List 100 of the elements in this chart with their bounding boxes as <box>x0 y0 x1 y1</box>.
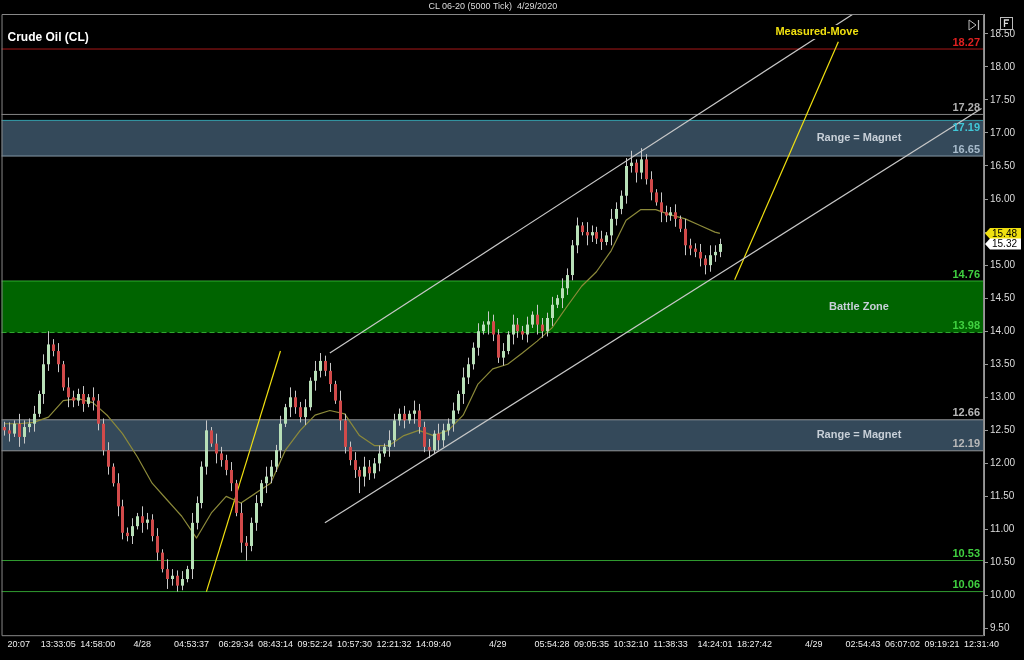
x-tick-label: 18:27:42 <box>736 639 772 650</box>
candlestick <box>275 444 278 473</box>
candlestick <box>699 243 702 267</box>
candlestick <box>176 569 179 593</box>
candlestick <box>418 403 421 435</box>
candlestick <box>561 277 564 309</box>
candlestick <box>8 421 11 443</box>
candlestick <box>674 203 677 228</box>
candlestick <box>324 355 327 377</box>
candlestick <box>630 150 633 174</box>
candlestick <box>467 357 470 385</box>
candlestick <box>576 217 579 254</box>
x-tick-label: 06:07:02 <box>885 639 921 650</box>
candlestick <box>334 380 337 405</box>
y-tick-label: 14.50 <box>990 291 1016 303</box>
candlestick <box>487 310 490 336</box>
candlestick <box>23 419 26 445</box>
y-tick-label: 14.00 <box>990 324 1016 336</box>
candlestick <box>437 423 440 451</box>
candlestick <box>358 466 361 494</box>
candlestick <box>477 322 480 357</box>
band-label: Range = Magnet <box>816 131 902 144</box>
x-tick-label: 20:07 <box>7 639 31 650</box>
candlestick <box>97 393 100 431</box>
candlestick <box>472 341 475 371</box>
ref-line-label: 13.98 <box>952 319 980 332</box>
x-tick-label: 08:43:14 <box>258 639 294 650</box>
y-tick-label: 11.50 <box>990 490 1015 502</box>
y-tick-label: 16.00 <box>990 192 1016 204</box>
candlestick <box>339 390 342 431</box>
candlestick <box>250 517 253 552</box>
candlestick <box>112 462 115 488</box>
ref-line-label: 10.53 <box>952 547 980 560</box>
candlestick <box>92 386 95 412</box>
candlestick <box>635 158 638 184</box>
x-tick-label: 09:19:21 <box>924 639 960 650</box>
candlestick <box>526 316 529 343</box>
candlestick <box>161 548 164 573</box>
candlestick <box>551 296 554 327</box>
ref-line-label: 12.19 <box>952 437 980 450</box>
x-tick-label: 09:52:24 <box>297 639 333 650</box>
candlestick <box>363 456 366 488</box>
candlestick <box>117 472 120 517</box>
candlestick <box>388 429 391 458</box>
candlestick <box>230 461 233 492</box>
candlestick <box>368 459 371 481</box>
candlestick <box>181 570 184 591</box>
annotation: 15.32 <box>992 238 1018 250</box>
x-tick-label: 14:09:40 <box>416 639 452 650</box>
chart-subtitle: CL 06-20 (5000 Tick) 4/29/2020 <box>428 1 558 12</box>
y-tick-label: 12.00 <box>990 457 1016 469</box>
y-tick-label: 13.00 <box>990 391 1016 403</box>
candlestick <box>457 390 460 415</box>
y-tick-label: 15.00 <box>990 258 1016 270</box>
y-tick-label: 17.00 <box>990 126 1016 138</box>
candlestick <box>57 342 60 373</box>
candlestick <box>62 360 65 392</box>
x-tick-label: 06:29:34 <box>218 639 254 650</box>
x-tick-label: 12:21:32 <box>376 639 412 650</box>
ref-line-label: 10.06 <box>952 578 980 591</box>
candlestick <box>220 446 223 468</box>
candlestick <box>684 218 687 256</box>
x-tick-label: 04:53:37 <box>174 639 210 650</box>
candlestick <box>546 312 549 337</box>
candlestick <box>131 517 134 545</box>
candlestick <box>38 390 41 418</box>
candlestick <box>82 385 85 413</box>
candlestick <box>354 451 357 479</box>
y-tick-label: 9.50 <box>990 622 1010 634</box>
y-tick-label: 12.50 <box>990 424 1016 436</box>
candlestick <box>403 405 406 429</box>
y-tick-label: 10.00 <box>990 589 1016 601</box>
candlestick <box>640 147 643 180</box>
x-tick-label: 14:24:01 <box>697 639 733 650</box>
candlestick <box>704 254 707 275</box>
x-tick-label: 4/29 <box>804 639 823 650</box>
candlestick <box>442 423 445 448</box>
candlestick <box>373 457 376 480</box>
candlestick <box>284 403 287 428</box>
candlestick <box>393 413 396 448</box>
candlestick <box>329 362 332 393</box>
candlestick <box>319 352 322 378</box>
annotation: Measured-Move <box>775 25 859 38</box>
candlestick <box>270 459 273 484</box>
candlestick <box>304 398 307 426</box>
candlestick <box>423 421 426 453</box>
candlestick <box>586 221 589 246</box>
x-tick-label: 12:31:40 <box>964 639 1000 650</box>
x-tick-label: 14:58:00 <box>80 639 116 650</box>
ref-line-label: 12.66 <box>952 406 980 419</box>
ref-line-label: 17.28 <box>952 100 980 113</box>
candlestick <box>650 170 653 201</box>
candlestick <box>151 513 154 542</box>
candlestick <box>620 189 623 215</box>
candlestick <box>265 466 268 494</box>
x-tick-label: 4/29 <box>488 639 507 650</box>
candlestick <box>645 153 648 185</box>
candlestick <box>196 495 199 530</box>
candlestick <box>497 328 500 364</box>
candlestick <box>516 317 519 339</box>
